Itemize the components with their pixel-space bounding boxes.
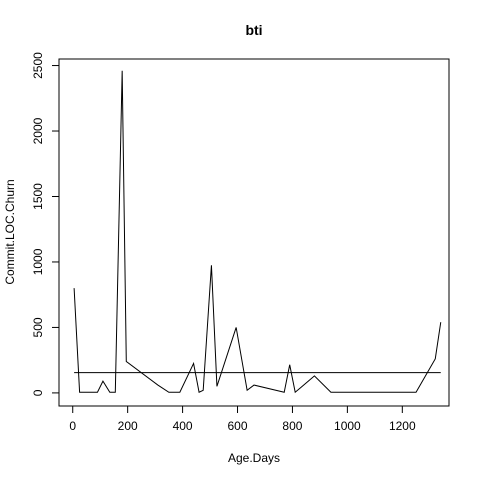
y-tick-label: 0 [31, 389, 45, 396]
x-tick-label: 400 [173, 419, 193, 433]
x-axis: 0 200 400 600 800 1000 1200 [69, 405, 416, 433]
x-tick-label: 800 [282, 419, 302, 433]
x-tick-label: 200 [118, 419, 138, 433]
plot-frame [58, 58, 450, 407]
x-axis-label: Age.Days [228, 451, 280, 465]
chart-title: bti [245, 22, 262, 38]
y-tick-label: 2500 [31, 52, 45, 79]
y-tick-label: 500 [31, 317, 45, 337]
x-tick-label: 1200 [389, 419, 416, 433]
y-tick-label: 1500 [31, 183, 45, 210]
series-layer [73, 70, 442, 394]
y-axis: 0 500 1000 1500 2000 2500 [31, 52, 60, 396]
x-tick-label: 600 [228, 419, 248, 433]
x-tick-label: 0 [69, 419, 76, 433]
y-tick-label: 2000 [31, 117, 45, 144]
y-tick-label: 1000 [31, 248, 45, 275]
x-tick-label: 1000 [334, 419, 361, 433]
series-line [73, 70, 442, 394]
y-axis-label: Commit.LOC.Churn [3, 179, 17, 284]
